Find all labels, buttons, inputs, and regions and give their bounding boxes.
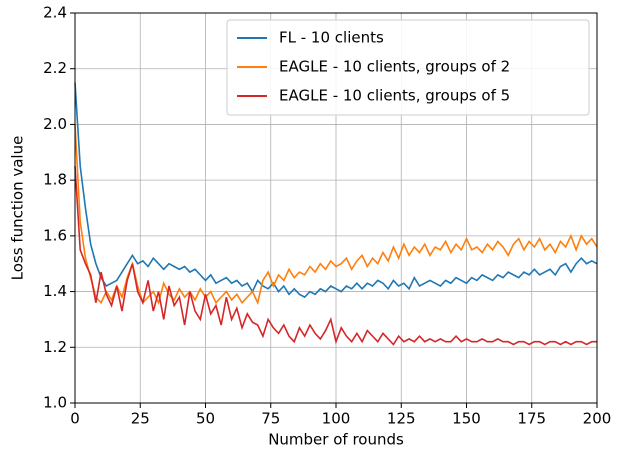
y-tick-label: 1.8 [43, 171, 67, 189]
x-tick-label: 150 [452, 410, 481, 428]
x-tick-label: 125 [387, 410, 416, 428]
series-line [74, 82, 598, 299]
x-tick-label: 0 [70, 410, 80, 428]
legend: FL - 10 clients EAGLE - 10 clients, group… [226, 19, 590, 116]
legend-label: EAGLE - 10 clients, groups of 2 [279, 58, 510, 76]
y-axis-label: Loss function value [9, 136, 27, 281]
x-tick-label: 100 [322, 410, 351, 428]
series-line [74, 124, 598, 306]
legend-box [226, 19, 590, 116]
y-tick-label: 2.4 [43, 4, 67, 22]
series-line [74, 166, 597, 346]
plot-frame [74, 12, 598, 404]
x-tick-label: 200 [583, 410, 612, 428]
x-axis-label: Number of rounds [268, 431, 404, 449]
y-tick-label: 2.2 [43, 59, 67, 77]
x-tick-label: 50 [196, 410, 215, 428]
y-tick-label: 1.4 [43, 282, 67, 300]
x-tick-label: 175 [517, 410, 546, 428]
legend-label: EAGLE - 10 clients, groups of 5 [279, 87, 510, 105]
y-tick-label: 1.0 [43, 394, 67, 412]
y-tick-label: 1.6 [43, 226, 67, 244]
x-tick-label: 25 [131, 410, 150, 428]
x-tick-label: 75 [261, 410, 280, 428]
y-tick-label: 2.0 [43, 115, 67, 133]
y-tick-label: 1.2 [43, 338, 67, 356]
legend-label: FL - 10 clients [279, 29, 384, 47]
